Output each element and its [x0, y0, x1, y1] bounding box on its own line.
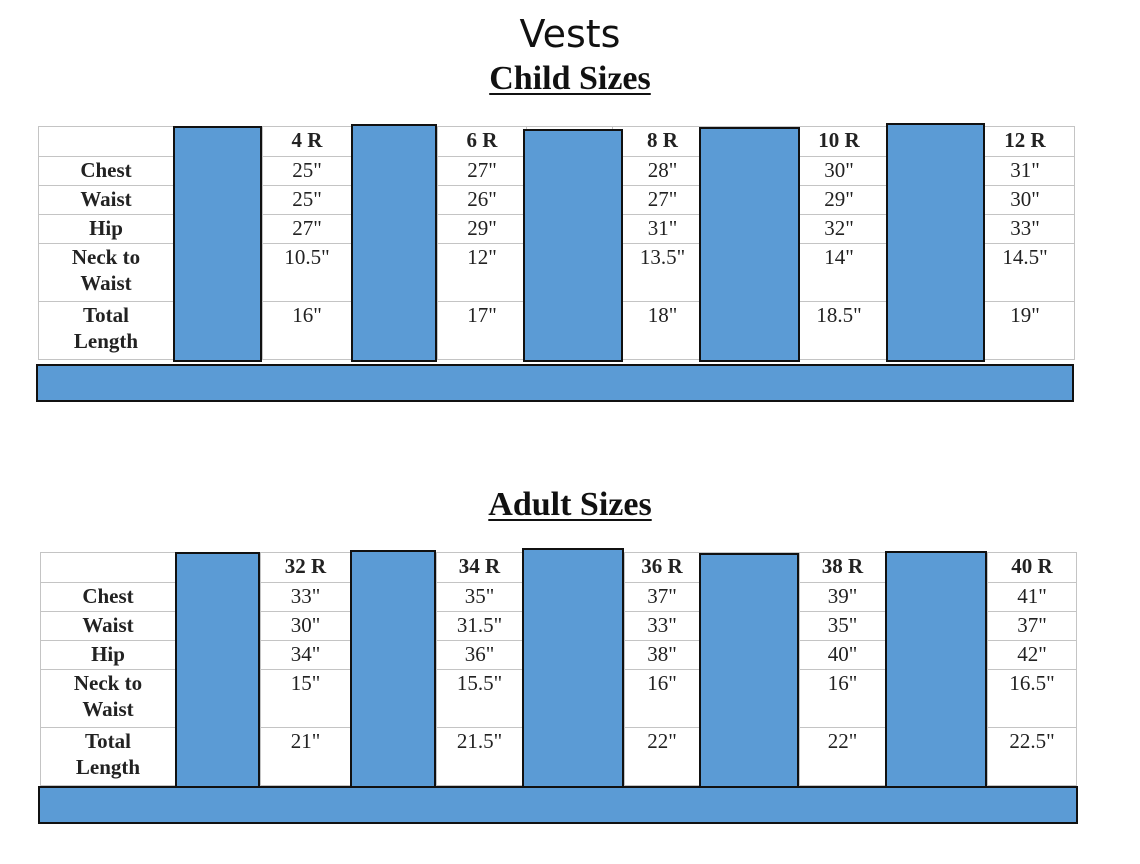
value-cell: 41"	[987, 582, 1077, 612]
value-cell: 27"	[262, 214, 352, 244]
value-cell: 27"	[437, 156, 527, 186]
size-header: 32 R	[260, 552, 351, 583]
value-cell: 17"	[437, 301, 527, 360]
row-label-total-length: Total Length	[38, 301, 174, 360]
value-cell: 21.5"	[436, 727, 523, 786]
row-label-waist: Waist	[40, 611, 176, 641]
row-label-neck-to-waist: Neck to Waist	[40, 669, 176, 728]
value-cell: 16.5"	[987, 669, 1077, 728]
child-block-5	[886, 123, 985, 362]
row-label-chest: Chest	[40, 582, 176, 612]
value-cell: 35"	[436, 582, 523, 612]
child-sizes-heading: Child Sizes	[489, 60, 651, 97]
row-label-line: Total	[85, 729, 131, 753]
child-block-4	[699, 127, 800, 362]
adult-footer-bar	[38, 786, 1078, 824]
value-cell: 30"	[788, 156, 890, 186]
adult-sizes-heading: Adult Sizes	[488, 486, 652, 523]
row-label-line: Waist	[80, 271, 132, 295]
value-cell: 10.5"	[262, 243, 352, 302]
value-cell: 16"	[624, 669, 700, 728]
value-cell: 33"	[975, 214, 1075, 244]
value-cell: 12"	[437, 243, 527, 302]
adult-block-2	[350, 550, 436, 788]
row-label-line: Waist	[82, 697, 134, 721]
value-cell: 15"	[260, 669, 351, 728]
value-cell: 30"	[260, 611, 351, 641]
value-cell: 37"	[624, 582, 700, 612]
value-cell: 31.5"	[436, 611, 523, 641]
size-header: 34 R	[436, 552, 523, 583]
row-label-blank	[38, 126, 174, 157]
value-cell: 14"	[788, 243, 890, 302]
size-header: 40 R	[987, 552, 1077, 583]
size-header: 6 R	[437, 126, 527, 157]
value-cell: 38"	[624, 640, 700, 670]
adult-block-4	[699, 553, 799, 788]
row-label-hip: Hip	[40, 640, 176, 670]
value-cell: 22.5"	[987, 727, 1077, 786]
row-label-line: Length	[73, 329, 139, 353]
page-title: Vests	[519, 12, 621, 56]
size-header: 12 R	[975, 126, 1075, 157]
row-label-line: Neck to	[71, 245, 141, 269]
value-cell: 28"	[612, 156, 713, 186]
row-label-line: Neck to	[73, 671, 143, 695]
value-cell: 18"	[612, 301, 713, 360]
value-cell: 25"	[262, 185, 352, 215]
value-cell: 31"	[612, 214, 713, 244]
size-header: 4 R	[262, 126, 352, 157]
value-cell: 27"	[612, 185, 713, 215]
row-label-chest: Chest	[38, 156, 174, 186]
adult-block-5	[885, 551, 987, 788]
value-cell: 36"	[436, 640, 523, 670]
adult-block-3	[522, 548, 624, 788]
value-cell: 22"	[624, 727, 700, 786]
value-cell: 40"	[799, 640, 886, 670]
value-cell: 16"	[262, 301, 352, 360]
size-header: 8 R	[612, 126, 713, 157]
child-block-2	[351, 124, 437, 362]
size-header: 36 R	[624, 552, 700, 583]
value-cell: 26"	[437, 185, 527, 215]
value-cell: 39"	[799, 582, 886, 612]
row-label-total-length: Total Length	[40, 727, 176, 786]
value-cell: 13.5"	[612, 243, 713, 302]
size-header: 38 R	[799, 552, 886, 583]
value-cell: 22"	[799, 727, 886, 786]
value-cell: 37"	[987, 611, 1077, 641]
value-cell: 18.5"	[788, 301, 890, 360]
value-cell: 32"	[788, 214, 890, 244]
value-cell: 34"	[260, 640, 351, 670]
value-cell: 30"	[975, 185, 1075, 215]
row-label-line: Length	[75, 755, 141, 779]
row-label-line: Total	[83, 303, 129, 327]
value-cell: 29"	[788, 185, 890, 215]
child-block-1	[173, 126, 262, 362]
row-label-waist: Waist	[38, 185, 174, 215]
value-cell: 35"	[799, 611, 886, 641]
size-header: 10 R	[788, 126, 890, 157]
value-cell: 19"	[975, 301, 1075, 360]
child-block-3	[523, 129, 623, 362]
value-cell: 33"	[260, 582, 351, 612]
row-label-neck-to-waist: Neck to Waist	[38, 243, 174, 302]
value-cell: 42"	[987, 640, 1077, 670]
row-label-hip: Hip	[38, 214, 174, 244]
value-cell: 25"	[262, 156, 352, 186]
value-cell: 21"	[260, 727, 351, 786]
value-cell: 15.5"	[436, 669, 523, 728]
row-label-blank	[40, 552, 176, 583]
value-cell: 29"	[437, 214, 527, 244]
adult-block-1	[175, 552, 260, 788]
value-cell: 33"	[624, 611, 700, 641]
value-cell: 14.5"	[975, 243, 1075, 302]
child-footer-bar	[36, 364, 1074, 402]
value-cell: 31"	[975, 156, 1075, 186]
value-cell: 16"	[799, 669, 886, 728]
